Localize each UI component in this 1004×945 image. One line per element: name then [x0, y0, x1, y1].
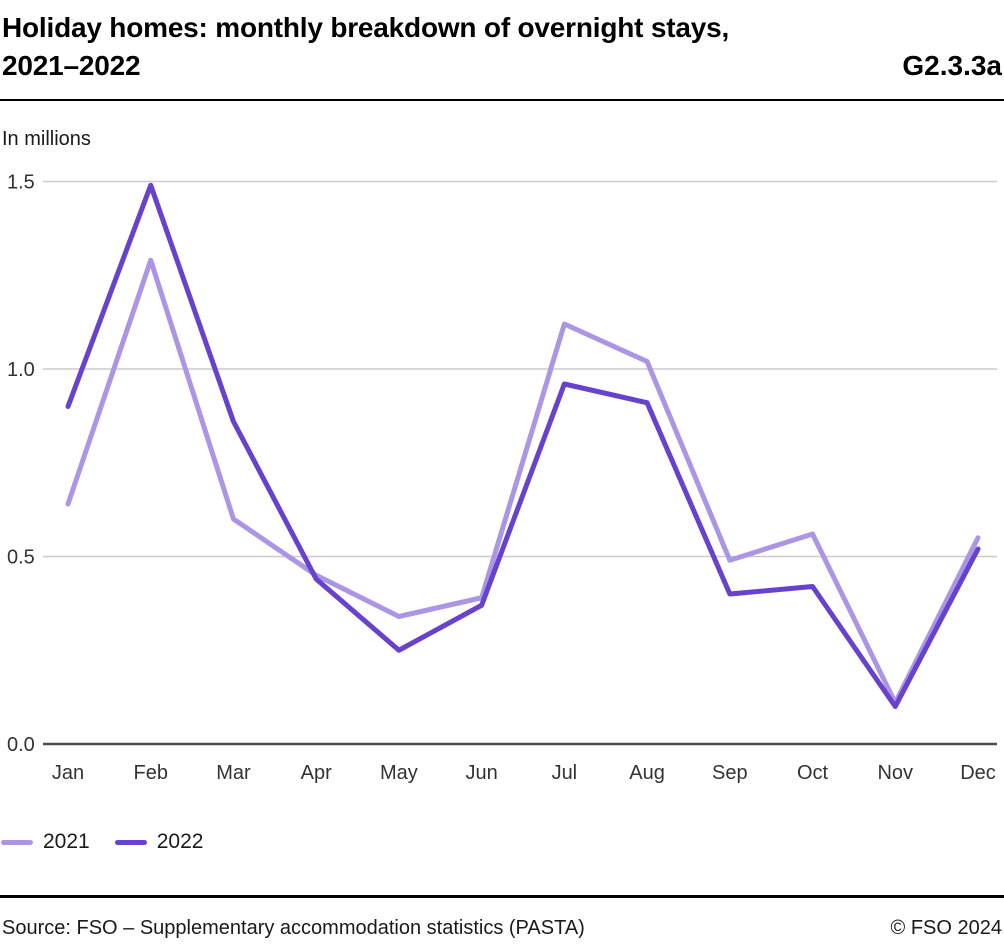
title-row: Holiday homes: monthly breakdown of over… [2, 9, 1002, 85]
source-text: Source: FSO – Supplementary accommodatio… [2, 917, 585, 939]
y-axis-unit-label: In millions [2, 128, 91, 150]
chart-title-line1: Holiday homes: monthly breakdown of over… [2, 12, 730, 43]
chart-code: G2.3.3a [902, 50, 1002, 81]
x-axis-label-Dec: Dec [960, 762, 996, 784]
y-tick-label-0.5: 0.5 [7, 547, 35, 569]
x-axis-label-Nov: Nov [877, 762, 913, 784]
x-axis-label-Jan: Jan [52, 762, 84, 784]
legend-label-2021: 2021 [43, 830, 90, 853]
x-axis-label-Apr: Apr [301, 762, 332, 784]
legend-label-2022: 2022 [156, 830, 204, 853]
legend-swatch-2021 [1, 839, 33, 845]
x-axis-label-Oct: Oct [797, 762, 829, 784]
copyright-text: © FSO 2024 [890, 917, 1002, 939]
x-axis-label-Sep: Sep [712, 762, 748, 784]
header-divider [0, 99, 1004, 101]
series-line-2021 [65, 257, 981, 706]
footer-divider [0, 895, 1004, 898]
x-axis-label-Aug: Aug [629, 762, 665, 784]
x-axis-label-Jul: Jul [552, 762, 578, 784]
chart-header: Holiday homes: monthly breakdown of over… [0, 0, 1004, 85]
legend-swatch-2022 [114, 839, 147, 845]
chart-title-line2: 2021–2022 [2, 50, 141, 81]
y-tick-label-1.5: 1.5 [7, 172, 35, 194]
chart-title: Holiday homes: monthly breakdown of over… [2, 9, 729, 85]
x-axis-label-Feb: Feb [133, 762, 167, 784]
x-axis-label-Mar: Mar [216, 762, 251, 784]
legend-item-2021: 2021 [1, 830, 90, 854]
x-axis-label-May: May [380, 762, 418, 784]
y-tick-label-0.0: 0.0 [7, 734, 35, 756]
line-chart: 0.0 0.5 1.0 1.5 Jan Feb Mar Apr May Jun Jul Aug Sep O… [7, 172, 997, 784]
x-axis-label-Jun: Jun [466, 762, 498, 784]
series-line-2022 [65, 182, 981, 709]
y-tick-label-1.0: 1.0 [7, 359, 35, 381]
legend-item-2022: 2022 [114, 830, 204, 854]
legend: 2021 2022 [1, 830, 1004, 854]
footer: Source: FSO – Supplementary accommodatio… [0, 898, 1004, 940]
